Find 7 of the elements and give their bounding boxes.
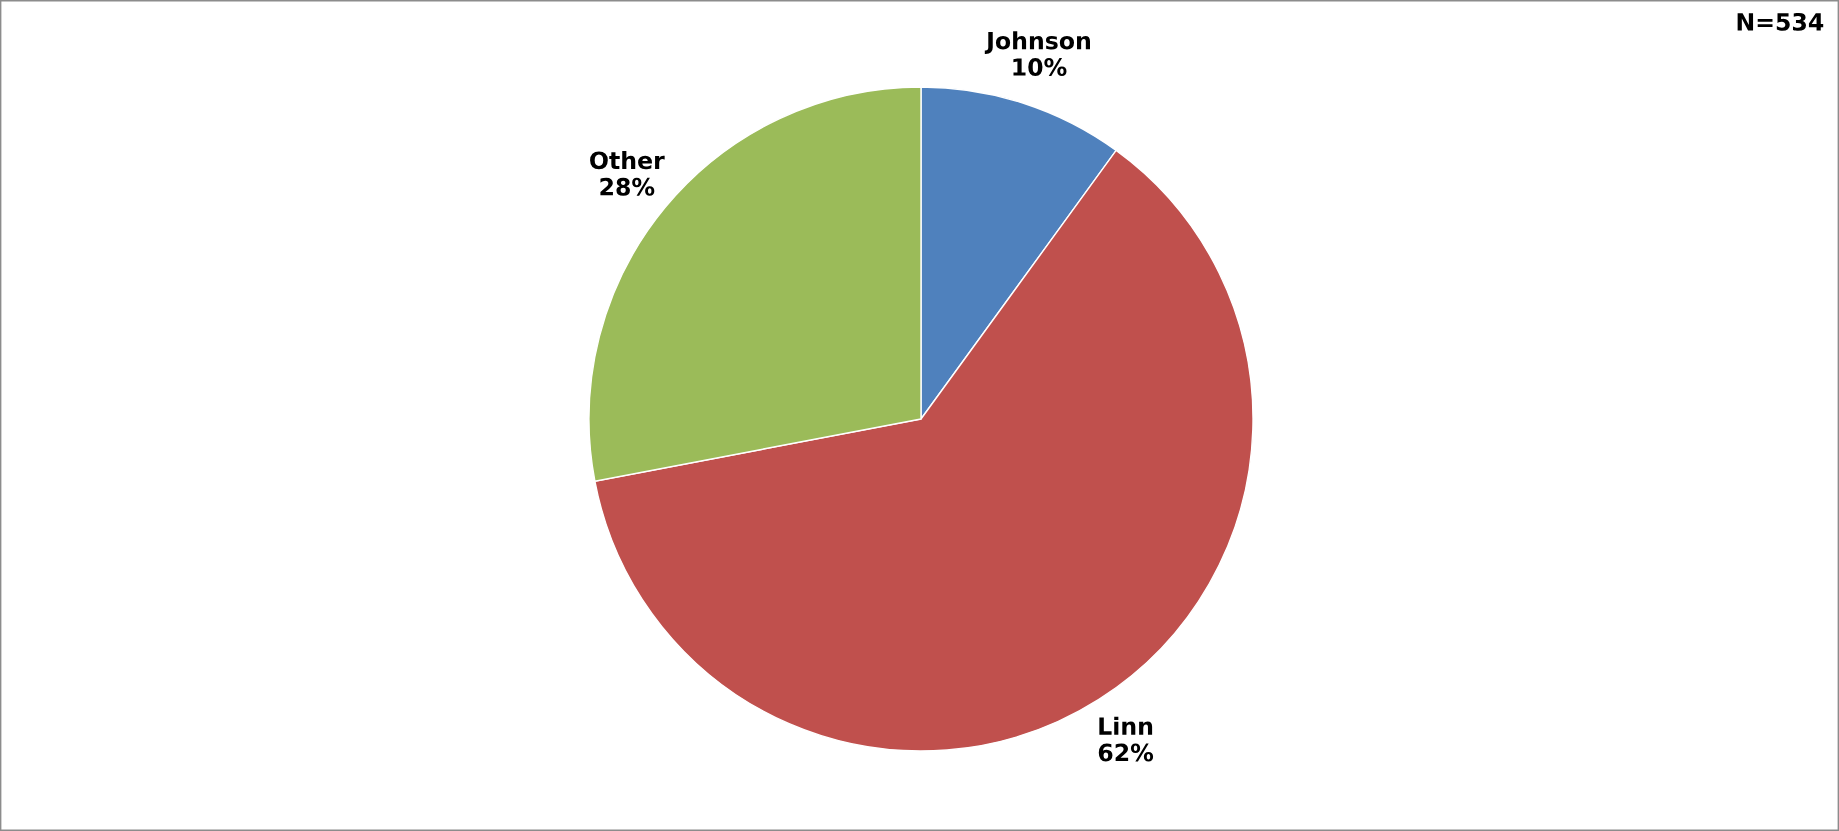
- slice-label: Johnson: [984, 31, 1090, 54]
- slice-label: Linn: [1099, 716, 1153, 735]
- data-label: 10%: [1013, 58, 1067, 76]
- slice-label: Other: [590, 150, 665, 170]
- data-label: 28%: [600, 177, 655, 196]
- data-label: 62%: [1098, 743, 1154, 762]
- text: N=534: [1737, 12, 1824, 31]
